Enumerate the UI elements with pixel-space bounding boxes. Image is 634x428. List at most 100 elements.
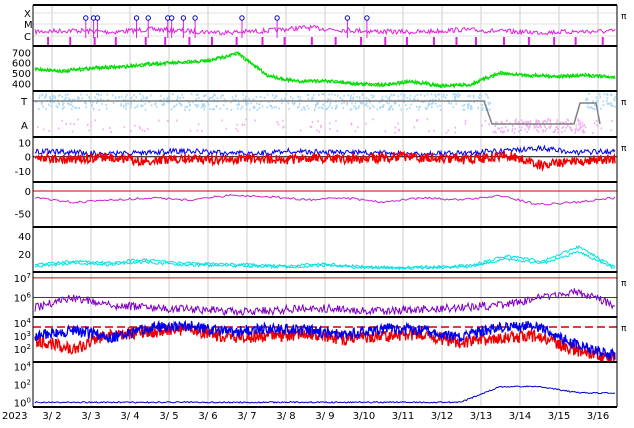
- imf-direction-point: [120, 103, 122, 106]
- imf-direction-point: [593, 108, 596, 111]
- imf-direction-point: [606, 100, 608, 103]
- imf-direction-point: [371, 104, 374, 107]
- imf-direction-point: [435, 95, 437, 98]
- imf-direction-point: [520, 129, 522, 131]
- imf-direction-point: [520, 119, 523, 122]
- y-tick-label: 104: [14, 317, 32, 330]
- imf-direction-point: [245, 104, 248, 107]
- imf-direction-point: [445, 131, 448, 134]
- imf-direction-point: [398, 104, 400, 107]
- y-tick-label: 102: [14, 343, 31, 356]
- imf-direction-point: [565, 121, 567, 124]
- imf-direction-point: [567, 124, 569, 127]
- panel-right-label: π: [621, 279, 627, 289]
- imf-direction-point: [353, 105, 355, 108]
- imf-direction-point: [489, 108, 491, 111]
- imf-direction-point: [280, 98, 283, 101]
- imf-direction-point: [123, 105, 125, 108]
- imf-direction-point: [487, 96, 489, 99]
- imf-direction-point: [242, 98, 245, 101]
- imf-direction-point: [578, 123, 580, 126]
- imf-direction-point: [456, 94, 458, 97]
- imf-direction-point: [431, 102, 434, 105]
- imf-direction-point: [154, 103, 156, 106]
- imf-direction-point: [208, 97, 210, 100]
- electron-flux-line: [34, 288, 616, 317]
- imf-direction-point: [86, 93, 88, 96]
- imf-direction-point: [198, 97, 200, 100]
- imf-direction-point: [388, 108, 390, 111]
- imf-direction-point: [335, 105, 338, 108]
- imf-direction-point: [184, 108, 186, 111]
- imf-direction-point: [400, 108, 402, 111]
- y-tick-label: 0: [25, 153, 31, 164]
- imf-direction-point: [529, 124, 531, 127]
- imf-direction-point: [273, 97, 276, 100]
- imf-direction-point: [236, 123, 238, 126]
- imf-direction-point: [263, 96, 266, 99]
- imf-direction-point: [426, 107, 428, 110]
- imf-direction-point: [135, 96, 137, 99]
- imf-direction-point: [250, 102, 252, 105]
- imf-direction-point: [349, 108, 351, 111]
- imf-direction-point: [172, 93, 174, 96]
- imf-direction-point: [231, 96, 234, 99]
- imf-direction-point: [328, 93, 330, 96]
- imf-direction-point: [238, 102, 240, 105]
- imf-direction-point: [592, 132, 594, 134]
- imf-direction-point: [418, 108, 420, 111]
- imf-direction-point: [327, 98, 330, 101]
- imf-direction-point: [349, 96, 352, 99]
- imf-direction-point: [90, 121, 92, 124]
- imf-direction-point: [561, 131, 563, 134]
- imf-direction-point: [241, 123, 244, 126]
- imf-direction-point: [466, 103, 469, 106]
- imf-direction-point: [416, 105, 418, 108]
- imf-direction-point: [583, 131, 586, 134]
- density-line: [34, 245, 616, 270]
- imf-direction-point: [603, 93, 606, 96]
- imf-direction-point: [485, 109, 487, 111]
- imf-direction-point: [495, 131, 497, 134]
- imf-direction-point: [144, 102, 146, 105]
- imf-direction-point: [467, 107, 469, 110]
- imf-direction-point: [213, 108, 215, 111]
- imf-direction-point: [427, 104, 429, 107]
- imf-direction-point: [384, 130, 387, 133]
- imf-direction-point: [464, 120, 467, 122]
- imf-direction-point: [462, 108, 465, 111]
- imf-direction-point: [578, 119, 581, 122]
- imf-direction-point: [397, 122, 399, 125]
- imf-direction-point: [133, 99, 136, 102]
- imf-direction-point: [163, 97, 165, 100]
- imf-direction-point: [247, 102, 249, 105]
- imf-direction-point: [120, 95, 123, 98]
- imf-direction-point: [88, 97, 91, 100]
- imf-direction-point: [581, 130, 584, 133]
- imf-direction-point: [600, 107, 602, 110]
- imf-direction-point: [226, 108, 228, 110]
- imf-direction-point: [64, 94, 67, 96]
- imf-direction-point: [88, 129, 90, 132]
- imf-direction-point: [379, 106, 381, 109]
- imf-direction-point: [37, 126, 39, 129]
- panel-right-label: π: [621, 98, 627, 108]
- imf-direction-point: [235, 127, 237, 130]
- imf-sector-label: T: [20, 97, 28, 108]
- imf-direction-point: [610, 93, 613, 96]
- imf-direction-point: [188, 101, 190, 104]
- imf-direction-point: [358, 96, 361, 99]
- imf-direction-point: [559, 121, 562, 124]
- imf-direction-point: [85, 106, 87, 109]
- imf-direction-point: [364, 104, 367, 107]
- imf-direction-point: [77, 98, 79, 101]
- imf-direction-point: [329, 128, 331, 131]
- x-tick-label: 3/ 8: [276, 411, 295, 422]
- imf-direction-point: [577, 118, 579, 120]
- imf-direction-point: [78, 97, 81, 100]
- imf-direction-point: [360, 101, 362, 104]
- imf-direction-point: [162, 102, 165, 105]
- imf-direction-point: [298, 102, 301, 105]
- imf-direction-point: [484, 100, 486, 103]
- imf-direction-point: [410, 103, 412, 106]
